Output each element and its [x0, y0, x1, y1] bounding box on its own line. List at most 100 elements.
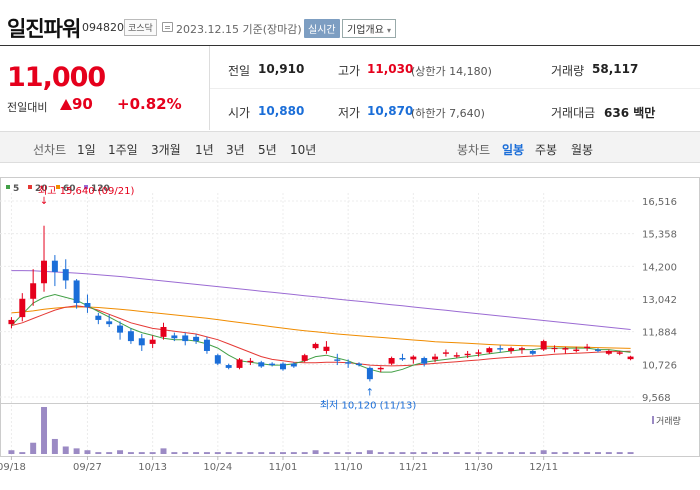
open-label: 시가	[228, 106, 251, 120]
x-tick-label: 12/11	[529, 462, 558, 473]
header-divider	[0, 45, 700, 46]
ma60-line	[11, 306, 631, 349]
candle-body	[377, 367, 384, 370]
lower-limit: (하한가 7,640)	[411, 107, 485, 120]
candle-body	[193, 336, 200, 342]
x-tick-label: 10/24	[203, 462, 232, 473]
volume-bar	[290, 452, 297, 454]
legend-swatch-60	[56, 185, 60, 189]
volume-bar	[279, 452, 286, 454]
y-tick-label: 13,042	[642, 295, 677, 306]
up-triangle-icon	[60, 99, 72, 110]
candle-chart-label: 봉차트	[457, 143, 491, 157]
period-toolbar: 선차트 1일 1주일 3개월 1년 3년 5년 10년 봉차트 일봉 주봉 월봉	[0, 131, 700, 163]
volume-bar	[334, 452, 341, 454]
ma120-line	[11, 270, 631, 330]
period-1d[interactable]: 1일	[77, 143, 96, 157]
candle-daily[interactable]: 일봉	[502, 143, 525, 157]
y-tick-label: 11,884	[642, 328, 677, 339]
candle-body	[160, 326, 167, 337]
volume-bar	[62, 446, 69, 454]
candle-monthly[interactable]: 월봉	[571, 143, 594, 157]
change-label: 전일대비	[7, 101, 48, 114]
candle-body	[214, 355, 221, 364]
volume-bar	[203, 452, 210, 454]
candlestick-chart[interactable]: 5 20 60 120 16,516 15,358 14,200 13,042 11,884 10…	[0, 164, 700, 490]
volume-bar	[19, 452, 26, 454]
candle-body	[258, 362, 265, 367]
current-price: 11,000	[7, 62, 106, 93]
period-5y[interactable]: 5년	[258, 143, 277, 157]
y-tick-label: 15,358	[642, 230, 677, 241]
legend-swatch-5	[6, 185, 10, 189]
candle-body	[475, 352, 482, 354]
volume-bar	[51, 438, 58, 454]
candle-body	[410, 356, 417, 360]
candle-body	[388, 358, 395, 364]
volume-bar	[540, 450, 547, 454]
x-tick-label: 09/18	[0, 462, 26, 473]
y-tick-label: 16,516	[642, 197, 677, 208]
volume-bar	[323, 452, 330, 454]
y-tick-label: 9,568	[642, 393, 671, 404]
volume-bar	[377, 452, 384, 454]
low-arrow-icon: ↑	[366, 387, 374, 398]
x-tick-label: 11/21	[399, 462, 428, 473]
x-tick-label: 09/27	[73, 462, 102, 473]
period-3y[interactable]: 3년	[226, 143, 245, 157]
volume-bar	[432, 452, 439, 454]
volume-bar	[127, 452, 134, 454]
candle-body	[334, 359, 341, 361]
candle-body	[529, 350, 536, 354]
candle-body	[19, 298, 26, 318]
period-1y[interactable]: 1년	[195, 143, 214, 157]
legend-label-20: 20	[35, 184, 48, 194]
candle-body	[182, 335, 189, 342]
volume-bar	[214, 452, 221, 454]
volume-bar	[84, 450, 91, 454]
x-tick-label: 11/30	[464, 462, 493, 473]
period-10y[interactable]: 10년	[290, 143, 317, 157]
volume-bar	[497, 452, 504, 454]
candle-body	[138, 338, 145, 346]
candle-body	[203, 339, 210, 351]
x-tick-label: 11/10	[334, 462, 363, 473]
amount-label: 거래대금	[551, 106, 596, 120]
volume-bar	[366, 450, 373, 454]
candle-body	[573, 349, 580, 351]
low-label: 저가	[338, 106, 361, 120]
candle-body	[345, 362, 352, 364]
high-annotation: 최고 15,640 (09/21)	[38, 185, 134, 197]
company-overview-dropdown[interactable]: 기업개요 ▾	[342, 19, 397, 38]
volume-bar	[258, 452, 265, 454]
candle-body	[73, 280, 80, 304]
candle-body	[518, 348, 525, 350]
candle-body	[30, 283, 37, 299]
candle-body	[51, 260, 58, 272]
volume-bar	[551, 452, 558, 454]
period-1w[interactable]: 1주일	[108, 143, 138, 157]
candle-body	[605, 350, 612, 354]
volume-bar	[41, 407, 48, 454]
candle-body	[432, 356, 439, 360]
stock-name: 일진파워	[7, 17, 81, 41]
candle-body	[269, 363, 276, 366]
volume-bar	[8, 450, 15, 454]
candle-body	[594, 349, 601, 351]
realtime-button[interactable]: 실시간	[304, 19, 340, 38]
volume-bar	[594, 452, 601, 454]
x-tick-label: 10/13	[138, 462, 167, 473]
high-arrow-icon: ↓	[40, 196, 48, 207]
period-3m[interactable]: 3개월	[151, 143, 181, 157]
low-annotation: 최저 10,120 (11/13)	[320, 399, 416, 411]
ma5-line	[11, 293, 631, 373]
volume-bar	[399, 452, 406, 454]
candle-body	[486, 348, 493, 353]
volume-bar	[584, 452, 591, 454]
stock-code: 094820	[82, 21, 124, 34]
candle-body	[8, 319, 15, 325]
volume-bar	[138, 452, 145, 454]
candle-weekly[interactable]: 주봉	[535, 143, 558, 157]
candle-body	[149, 339, 156, 344]
volume-bar	[627, 452, 634, 454]
